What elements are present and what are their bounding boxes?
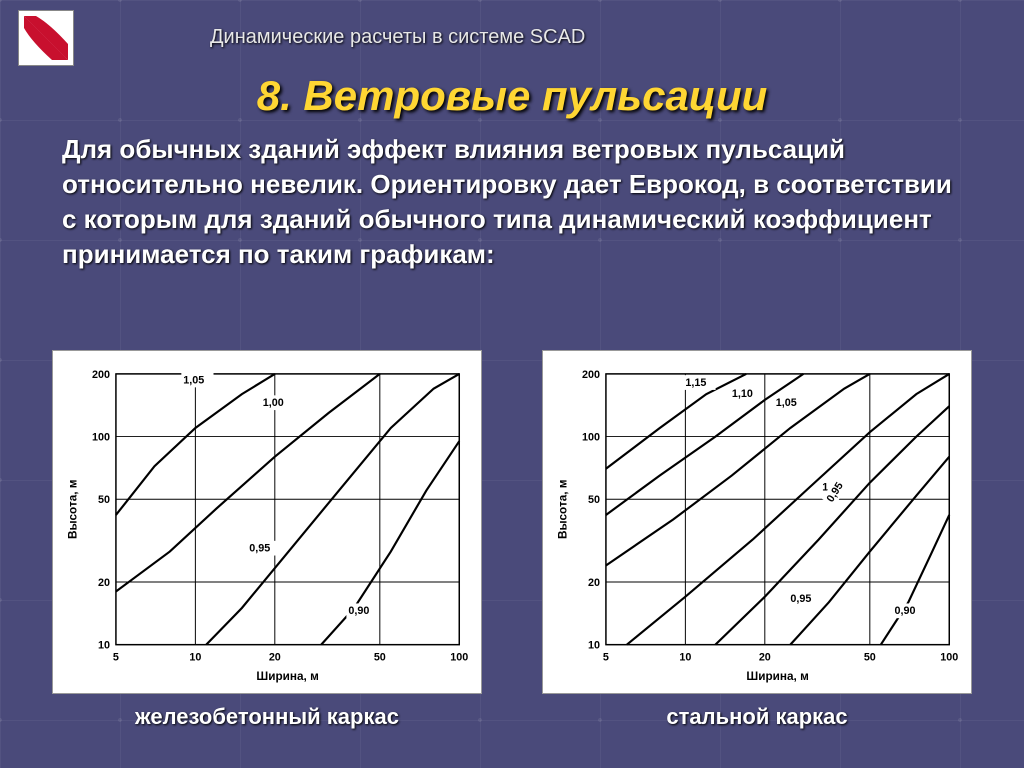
svg-text:Ширина, м: Ширина, м [746,670,808,683]
svg-text:1,00: 1,00 [263,397,284,409]
svg-text:100: 100 [940,651,958,663]
svg-text:Высота, м: Высота, м [67,480,80,540]
slide-body: Для обычных зданий эффект влияния ветров… [62,132,962,272]
svg-text:20: 20 [759,651,771,663]
svg-text:100: 100 [92,431,110,443]
svg-text:20: 20 [98,577,110,589]
svg-text:Высота, м: Высота, м [557,480,570,540]
chart-right-caption: стальной каркас [666,704,847,730]
svg-text:0,90: 0,90 [348,605,369,617]
svg-text:1,05: 1,05 [183,374,204,386]
svg-text:10: 10 [189,651,201,663]
svg-text:50: 50 [98,494,110,506]
svg-text:50: 50 [374,651,386,663]
svg-text:Ширина, м: Ширина, м [256,670,318,683]
svg-text:10: 10 [98,640,110,652]
chart-right-svg: 5102050100102050100200Ширина, мВысота, м… [551,359,963,689]
chart-col-right: 5102050100102050100200Ширина, мВысота, м… [542,350,972,730]
svg-text:0,95: 0,95 [249,543,270,555]
svg-text:0,95: 0,95 [790,593,811,605]
slide-title: 8. Ветровые пульсации [0,72,1024,120]
svg-text:10: 10 [588,640,600,652]
svg-text:50: 50 [864,651,876,663]
svg-text:10: 10 [679,651,691,663]
svg-text:1,05: 1,05 [776,397,797,409]
chart-left-caption: железобетонный каркас [135,704,399,730]
svg-text:200: 200 [92,369,110,381]
slide-subtitle: Динамические расчеты в системе SCAD [210,26,585,49]
svg-text:1,10: 1,10 [732,388,753,400]
scad-logo-icon [24,16,68,60]
svg-text:5: 5 [603,651,609,663]
chart-steel-frame: 5102050100102050100200Ширина, мВысота, м… [542,350,972,694]
charts-row: 5102050100102050100200Ширина, мВысота, м… [50,350,974,730]
chart-concrete-frame: 5102050100102050100200Ширина, мВысота, м… [52,350,482,694]
chart-col-left: 5102050100102050100200Ширина, мВысота, м… [52,350,482,730]
svg-text:1,15: 1,15 [685,377,706,389]
chart-left-svg: 5102050100102050100200Ширина, мВысота, м… [61,359,473,689]
svg-text:20: 20 [269,651,281,663]
svg-text:100: 100 [582,431,600,443]
svg-text:50: 50 [588,494,600,506]
scad-logo [18,10,74,66]
svg-text:100: 100 [450,651,468,663]
svg-text:200: 200 [582,369,600,381]
svg-text:5: 5 [113,651,119,663]
svg-text:0,90: 0,90 [894,605,915,617]
svg-text:20: 20 [588,577,600,589]
